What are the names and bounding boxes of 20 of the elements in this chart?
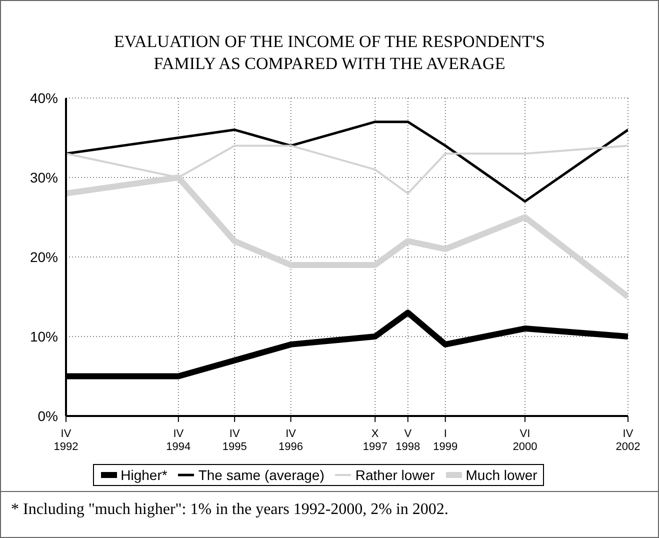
x-tick-label: V 1998 — [396, 428, 420, 453]
x-tick-label: IV 1994 — [166, 428, 191, 453]
x-tick-label: IV 2002 — [616, 428, 640, 453]
x-tick-label: VI 2000 — [512, 428, 538, 453]
x-tick-label: I 1999 — [433, 428, 458, 453]
legend-label: The same (average) — [198, 467, 324, 483]
chart-title: EVALUATION OF THE INCOME OF THE RESPONDENT'S FAMILY AS COMPARED WITH THE AVERAGE — [113, 31, 546, 75]
x-tick-label: IV 1996 — [278, 428, 304, 453]
x-tick-label: IV 1992 — [54, 428, 78, 453]
y-tick-label: 0% — [38, 408, 58, 424]
y-tick-label: 20% — [30, 248, 58, 265]
legend-label: Higher* — [120, 467, 168, 483]
y-tick-label: 10% — [30, 328, 58, 344]
legend-label: Much lower — [466, 467, 538, 483]
legend-label: Rather lower — [355, 467, 435, 483]
x-tick-label: X 1997 — [362, 428, 388, 453]
text: * Including "much higher": 1% in the years 1992-2000, 2% in 2002. — [11, 501, 448, 519]
y-tick-label: 40% — [30, 90, 58, 106]
y-tick-label: 30% — [30, 169, 58, 186]
x-tick-label: IV 1995 — [222, 428, 247, 453]
